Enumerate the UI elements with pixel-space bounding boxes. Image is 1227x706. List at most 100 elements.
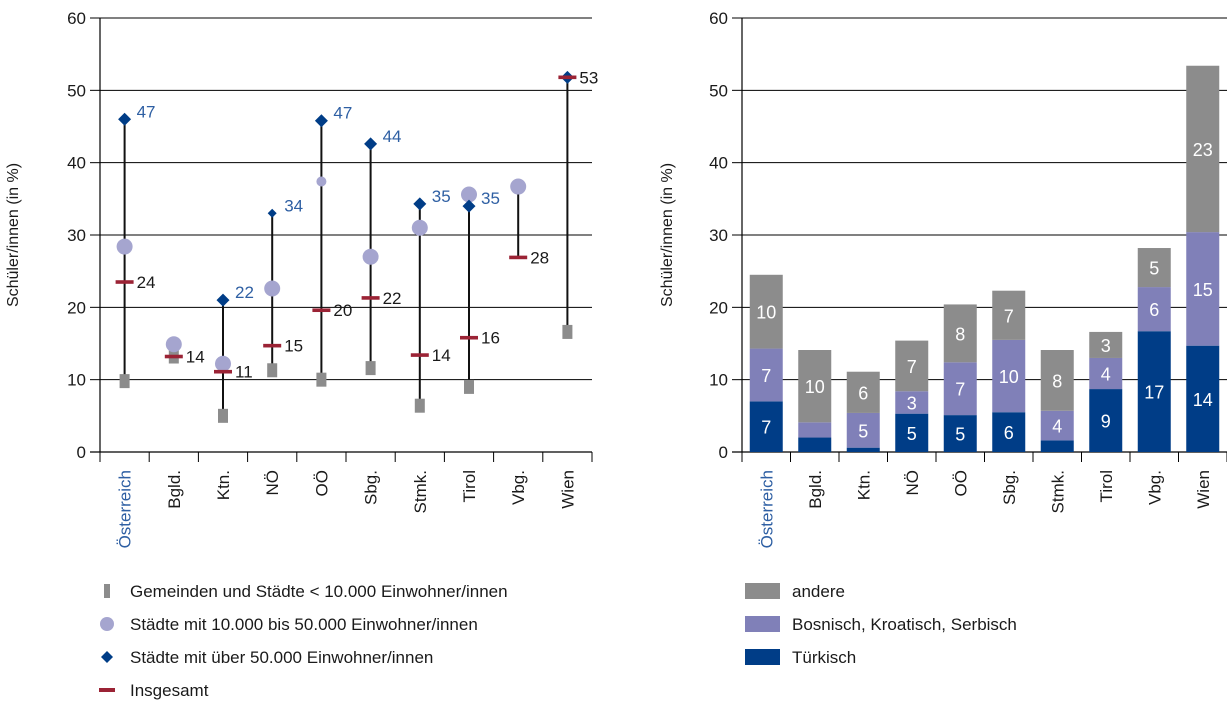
legend-total-swatch [99, 688, 115, 692]
small-towns-marker [316, 372, 327, 387]
large-towns-marker [413, 197, 427, 211]
legend-swatch [745, 583, 780, 599]
y-tick-label: 0 [719, 443, 728, 462]
total-marker [460, 335, 478, 340]
x-tick-label: Sbg. [362, 470, 381, 505]
total-label: 15 [284, 337, 303, 356]
bar-segment [1089, 389, 1123, 452]
bar-value-label: 7 [1004, 306, 1014, 326]
legend-label: Türkisch [792, 648, 856, 667]
legend-swatch [745, 649, 780, 665]
x-tick-label: OÖ [951, 470, 970, 496]
large-towns-label: 34 [284, 196, 303, 215]
total-label: 14 [432, 346, 451, 365]
x-tick-label: Sbg. [1000, 470, 1019, 505]
total-marker [361, 296, 380, 300]
x-tick-label: NÖ [903, 470, 922, 496]
y-tick-label: 20 [709, 298, 728, 317]
legend-label: Insgesamt [130, 681, 209, 700]
x-tick-label: Vbg. [509, 470, 528, 505]
bar-segment [1040, 410, 1074, 441]
total-marker [410, 353, 429, 357]
bar-segment [1040, 350, 1074, 411]
bar-value-label: 7 [761, 418, 771, 438]
total-label: 22 [383, 289, 402, 308]
x-tick-label: Vbg. [1145, 470, 1164, 505]
total-marker [214, 369, 232, 374]
large-towns-label: 35 [432, 187, 451, 206]
bar-segment [798, 437, 832, 452]
large-towns-marker [364, 137, 378, 151]
small-towns-marker [119, 374, 130, 389]
total-label: 28 [530, 248, 549, 267]
x-tick-label: Bgld. [806, 470, 825, 509]
legend-label: Städte mit über 50.000 Einwohner/innen [130, 648, 433, 667]
y-tick-label: 0 [77, 443, 86, 462]
small-towns-marker [464, 379, 474, 394]
medium-towns-marker [510, 178, 527, 195]
bar-segment [749, 348, 783, 402]
y-tick-label: 60 [709, 9, 728, 28]
bar-segment [798, 422, 832, 438]
bar-value-label: 7 [955, 380, 965, 400]
large-towns-marker [462, 199, 476, 213]
medium-towns-marker [165, 336, 182, 353]
x-tick-label: Stmk. [1048, 470, 1067, 513]
total-marker [164, 354, 183, 359]
bar-segment [1137, 248, 1171, 288]
y-tick-label: 40 [709, 154, 728, 173]
bar-value-label: 10 [805, 377, 825, 397]
x-tick-label: Ktn. [854, 470, 873, 500]
y-tick-label: 20 [67, 298, 86, 317]
small-towns-marker [414, 398, 425, 413]
y-axis-label: Schüler/innen (in %) [659, 163, 676, 307]
medium-towns-marker [461, 186, 477, 203]
bar-segment [1040, 440, 1074, 452]
bar-segment [943, 415, 977, 452]
bar-value-label: 6 [1004, 423, 1014, 443]
bar-segment [1137, 287, 1171, 332]
large-towns-label: 22 [235, 283, 254, 302]
bar-segment [992, 339, 1026, 413]
x-tick-label: Ktn. [214, 470, 233, 500]
bar-segment [749, 401, 783, 452]
large-towns-label: 47 [333, 104, 352, 123]
y-tick-label: 10 [67, 371, 86, 390]
bar-value-label: 6 [858, 383, 868, 403]
legend-label: andere [792, 582, 845, 601]
legend-small-swatch [104, 584, 110, 598]
bar-segment [1186, 345, 1220, 452]
left-chart-range-by-town-size: 0 10 20 30 40 50 60 Österreich Bgld. Ktn. NÖ OÖ Sbg.… [5, 9, 598, 548]
bar-value-label: 7 [761, 366, 771, 386]
bar-value-label: 8 [955, 324, 965, 344]
x-tick-label: NÖ [263, 470, 282, 496]
right-legend: andere Bosnisch, Kroatisch, Serbisch Türki… [745, 582, 1017, 667]
large-towns-marker [118, 112, 132, 126]
bar-value-label: 5 [858, 421, 868, 441]
medium-towns-marker [316, 176, 327, 187]
y-axis-label: Schüler/innen (in %) [5, 163, 22, 307]
y-tick-label: 30 [67, 226, 86, 245]
bar-value-label: 3 [1101, 336, 1111, 356]
medium-towns-marker [411, 219, 428, 236]
bar-segment [846, 447, 880, 452]
bar-value-label: 8 [1052, 371, 1062, 391]
bar-segment [1089, 357, 1123, 390]
total-marker [558, 75, 577, 80]
bar-segment [1137, 331, 1171, 452]
x-tick-label: Stmk. [411, 470, 430, 513]
legend-label: Städte mit 10.000 bis 50.000 Einwohner/i… [130, 615, 478, 634]
small-towns-marker [267, 363, 278, 378]
bar-segment [846, 371, 880, 413]
total-marker [509, 255, 528, 260]
medium-towns-marker [116, 238, 133, 255]
bar-value-label: 4 [1101, 365, 1111, 385]
large-towns-label: 35 [481, 189, 500, 208]
legend-label: Bosnisch, Kroatisch, Serbisch [792, 615, 1017, 634]
x-tick-label: OÖ [312, 470, 331, 496]
large-towns-marker [267, 208, 277, 218]
medium-towns-marker [264, 280, 281, 297]
bar-value-label: 17 [1144, 383, 1164, 403]
bar-segment [749, 274, 783, 349]
